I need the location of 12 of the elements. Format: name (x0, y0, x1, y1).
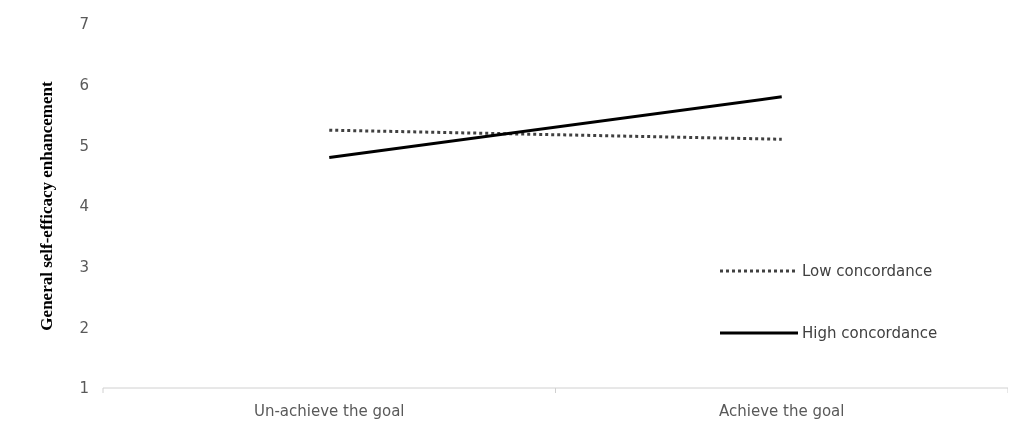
y-tick-label: 3 (79, 257, 89, 276)
x-tick-label: Un-achieve the goal (253, 402, 405, 420)
legend-label: High concordance (802, 324, 938, 343)
y-tick-label: 4 (79, 197, 89, 216)
y-tick-label: 1 (79, 379, 89, 398)
y-tick-label: 2 (79, 318, 89, 337)
x-tick-label: Achieve the goal (719, 402, 845, 420)
y-tick-label: 7 (79, 15, 89, 34)
y-axis-title: General self-efficacy enhancement (37, 81, 56, 331)
legend-label: Low concordance (802, 262, 933, 281)
y-tick-label: 5 (79, 136, 89, 155)
y-tick-label: 6 (79, 75, 89, 94)
